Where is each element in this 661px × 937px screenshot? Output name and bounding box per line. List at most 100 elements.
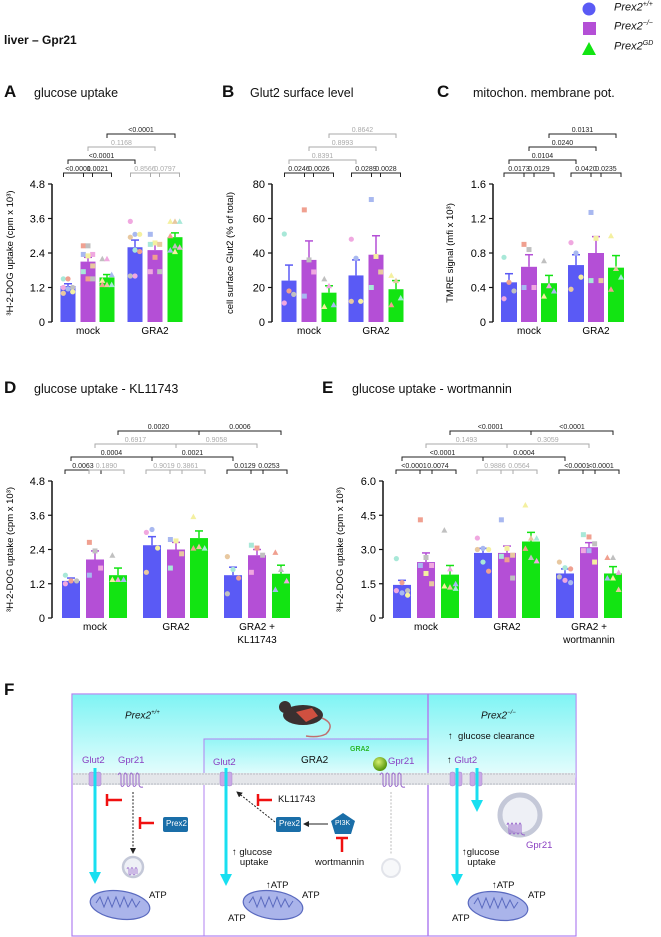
bar [608, 267, 624, 322]
significance-bracket [506, 443, 590, 448]
significance-bracket [87, 146, 156, 151]
data-point [501, 254, 507, 260]
data-point [592, 559, 598, 565]
p-value-label: 0.0797 [154, 166, 176, 173]
y-tick-label: 0 [480, 317, 486, 329]
x-group-label: wortmannin [562, 635, 615, 646]
y-tick-label: 1.2 [30, 579, 45, 591]
y-tick-label: 0 [370, 613, 376, 625]
significance-bracket [64, 469, 102, 474]
bar [588, 253, 604, 322]
significance-bracket [558, 469, 596, 474]
x-group-label: mock [83, 622, 108, 633]
significance-bracket [288, 159, 357, 164]
significance-bracket [198, 430, 282, 435]
atp-label: ATP [228, 913, 246, 924]
p-value-label: 0.8391 [312, 153, 334, 160]
significance-bracket [482, 456, 566, 461]
data-point [108, 271, 115, 278]
data-point [399, 590, 405, 596]
prex2-label-wt: Prex2 [166, 819, 187, 828]
data-point [573, 250, 579, 256]
p-value-label: 0.6917 [125, 437, 147, 444]
data-point [167, 537, 173, 543]
significance-bracket [523, 172, 555, 177]
y-tick-label: 40 [253, 248, 265, 260]
data-point [326, 282, 332, 289]
data-point [397, 294, 404, 301]
data-point [447, 584, 453, 590]
data-point [498, 553, 504, 559]
data-point [127, 218, 133, 224]
panel-label-c: C [437, 82, 450, 101]
p-value-label: <0.0001 [65, 166, 91, 173]
data-point [441, 527, 448, 533]
bar [143, 545, 161, 618]
data-point [74, 578, 80, 584]
y-tick-label: 4.8 [30, 179, 45, 191]
significance-bracket [304, 172, 334, 177]
p-value-label: 0.0021 [182, 450, 204, 457]
data-point [281, 231, 287, 237]
y-tick-label: 0.4 [471, 283, 486, 295]
significance-bracket [106, 133, 176, 138]
data-point [447, 565, 453, 572]
data-point [272, 586, 279, 592]
data-point [486, 546, 492, 553]
y-tick-label: 20 [253, 283, 265, 295]
significance-bracket [88, 469, 125, 474]
glut2-label-wt: Glut2 [82, 755, 105, 766]
data-point [167, 218, 174, 224]
pi3k-icon [331, 813, 355, 834]
ko-title: Prex2−/− [481, 710, 516, 722]
data-point [90, 276, 96, 282]
data-point [172, 242, 178, 249]
data-point [423, 554, 429, 560]
p-value-label: 0.0028 [375, 166, 397, 173]
data-point [588, 278, 594, 284]
bar [521, 266, 537, 322]
data-point [190, 545, 197, 551]
gra2-box-title: GRA2 [301, 755, 329, 766]
atp-up-label-ko: ↑ATP [492, 880, 515, 891]
panel-label-d: D [4, 378, 17, 397]
mouse-icon [279, 701, 331, 738]
p-value-label: 0.8993 [332, 140, 354, 147]
atp-label: ATP [452, 913, 470, 924]
glucose-flux-arrow-icon [89, 768, 483, 886]
significance-bracket [328, 133, 397, 138]
y-tick-label: 3.6 [30, 214, 45, 226]
p-value-label: 0.0004 [101, 450, 123, 457]
atp-label: ATP [149, 890, 167, 901]
data-point [70, 289, 76, 295]
data-point [610, 575, 616, 581]
significance-bracket [308, 146, 377, 151]
data-point [586, 548, 592, 554]
p-value-label: 0.0173 [508, 166, 530, 173]
data-point [452, 580, 459, 587]
significance-bracket [548, 133, 617, 138]
panel-title-b: Glut2 surface level [250, 86, 354, 100]
data-point [176, 218, 183, 224]
data-point [224, 591, 230, 597]
data-point [504, 557, 510, 563]
x-group-label: GRA2 + [239, 622, 275, 633]
data-point [580, 532, 586, 538]
significance-bracket [226, 469, 264, 474]
significance-bracket [500, 469, 538, 474]
data-point [522, 501, 529, 508]
data-point [167, 247, 174, 253]
cell-membrane [73, 773, 575, 785]
data-point [301, 207, 307, 213]
data-point [70, 284, 76, 291]
data-point [586, 534, 592, 540]
data-point [108, 281, 115, 288]
significance-bracket [83, 172, 112, 177]
data-point [190, 513, 197, 520]
data-point [521, 285, 527, 290]
bar [580, 547, 598, 618]
data-point [348, 298, 354, 304]
x-group-label: GRA2 [362, 326, 390, 337]
x-group-label: GRA2 [162, 622, 190, 633]
data-point [155, 545, 161, 551]
